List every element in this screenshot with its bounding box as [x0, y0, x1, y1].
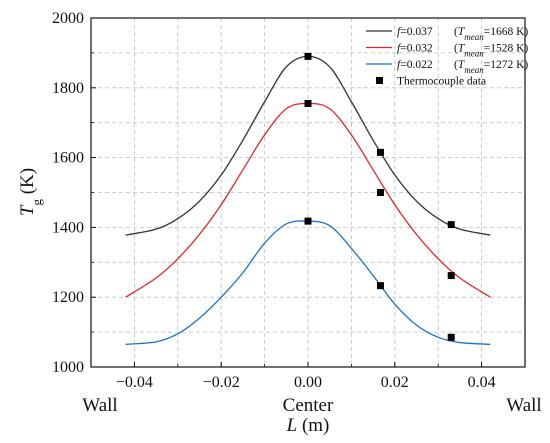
thermocouple-point: [447, 272, 455, 280]
thermocouple-markers: [304, 52, 455, 341]
series-line-2: [125, 220, 491, 345]
legend-tmean-label: (Tmean=1668 K): [454, 26, 528, 42]
grid-lines: [91, 18, 525, 367]
wall-right-label: Wall: [506, 395, 541, 416]
legend-thermocouple-label: Thermocouple data: [397, 76, 486, 88]
x-tick-label: 0.02: [381, 374, 409, 391]
center-label: Center: [283, 395, 334, 416]
legend-f-label: f=0.032: [397, 43, 433, 55]
y-tick-label: 1600: [52, 150, 84, 167]
y-tick-label: 1200: [52, 289, 84, 306]
y-tick-label: 2000: [52, 10, 84, 27]
y-axis-unit: (K): [17, 168, 38, 199]
y-tick-label: 1000: [52, 359, 84, 376]
x-axis-unit: (m): [297, 415, 329, 436]
y-axis-symbol: T: [17, 204, 38, 216]
legend-f-label: f=0.022: [397, 59, 433, 71]
x-tick-label: −0.02: [203, 374, 240, 391]
x-axis-label: L (m): [286, 415, 330, 436]
wall-left-label: Wall: [82, 395, 117, 416]
thermocouple-point: [304, 217, 312, 225]
thermocouple-point: [376, 282, 384, 290]
legend-tmean-label: (Tmean=1528 K): [454, 43, 528, 59]
y-axis-label: Tg (K): [17, 168, 44, 216]
axis-ticks: −0.04 −0.02 0.00 0.02 0.04 1000 1200 1400 1600 18…: [52, 10, 526, 391]
x-axis-symbol: L: [286, 415, 298, 436]
legend-tmean-label: (Tmean=1272 K): [454, 59, 528, 75]
thermocouple-point: [376, 189, 384, 196]
y-tick-label: 1400: [52, 219, 84, 236]
x-tick-label: 0.04: [468, 374, 496, 391]
thermocouple-point: [304, 52, 312, 60]
thermocouple-point: [447, 221, 455, 229]
x-tick-label: −0.04: [116, 374, 153, 391]
y-axis-subscript: g: [29, 199, 44, 206]
thermocouple-point: [447, 333, 455, 341]
thermocouple-point: [304, 100, 312, 108]
thermocouple-point: [376, 148, 384, 156]
legend: f=0.037 (Tmean=1668 K) f=0.032 (Tmean=1528 …: [366, 26, 528, 88]
y-tick-label: 1800: [52, 80, 84, 97]
legend-f-label: f=0.037: [397, 26, 433, 38]
x-tick-label: 0.00: [294, 374, 322, 391]
legend-marker: [376, 77, 383, 84]
